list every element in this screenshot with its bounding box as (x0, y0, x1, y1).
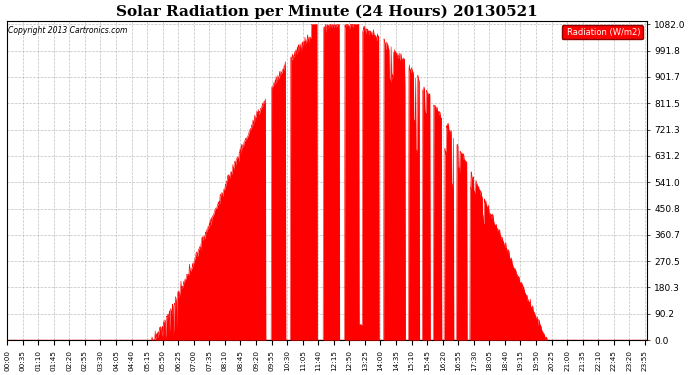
Legend: Radiation (W/m2): Radiation (W/m2) (562, 25, 642, 39)
Text: Copyright 2013 Cartronics.com: Copyright 2013 Cartronics.com (8, 26, 128, 35)
Title: Solar Radiation per Minute (24 Hours) 20130521: Solar Radiation per Minute (24 Hours) 20… (116, 4, 538, 18)
